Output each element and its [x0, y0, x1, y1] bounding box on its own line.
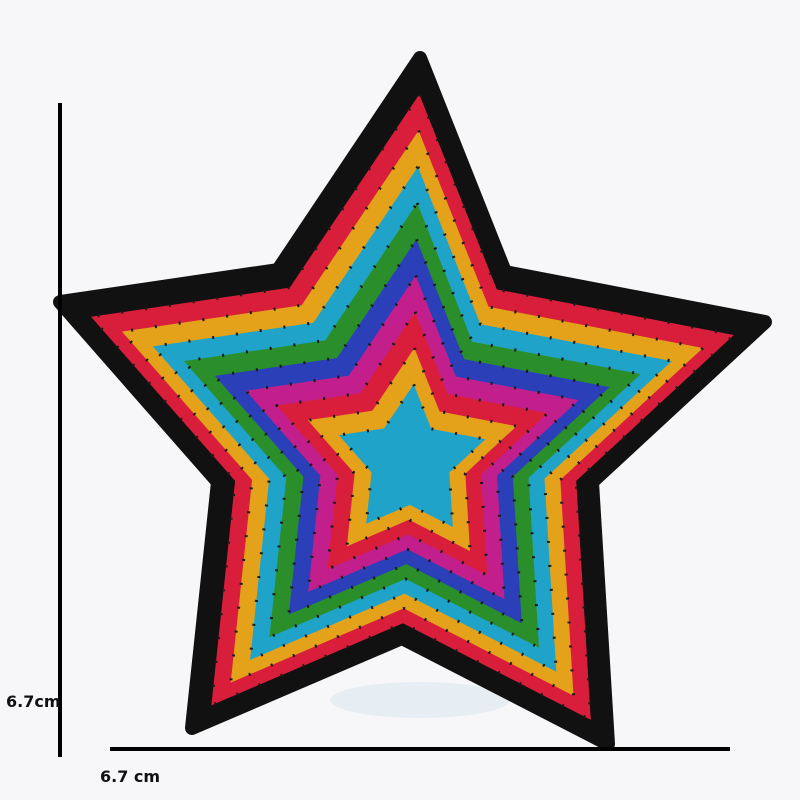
- height-label: 6.7cm: [6, 692, 61, 711]
- star-band: [337, 382, 487, 529]
- width-label: 6.7 cm: [100, 767, 161, 786]
- star-bands: [53, 51, 772, 751]
- acrylic-stand: [330, 682, 510, 718]
